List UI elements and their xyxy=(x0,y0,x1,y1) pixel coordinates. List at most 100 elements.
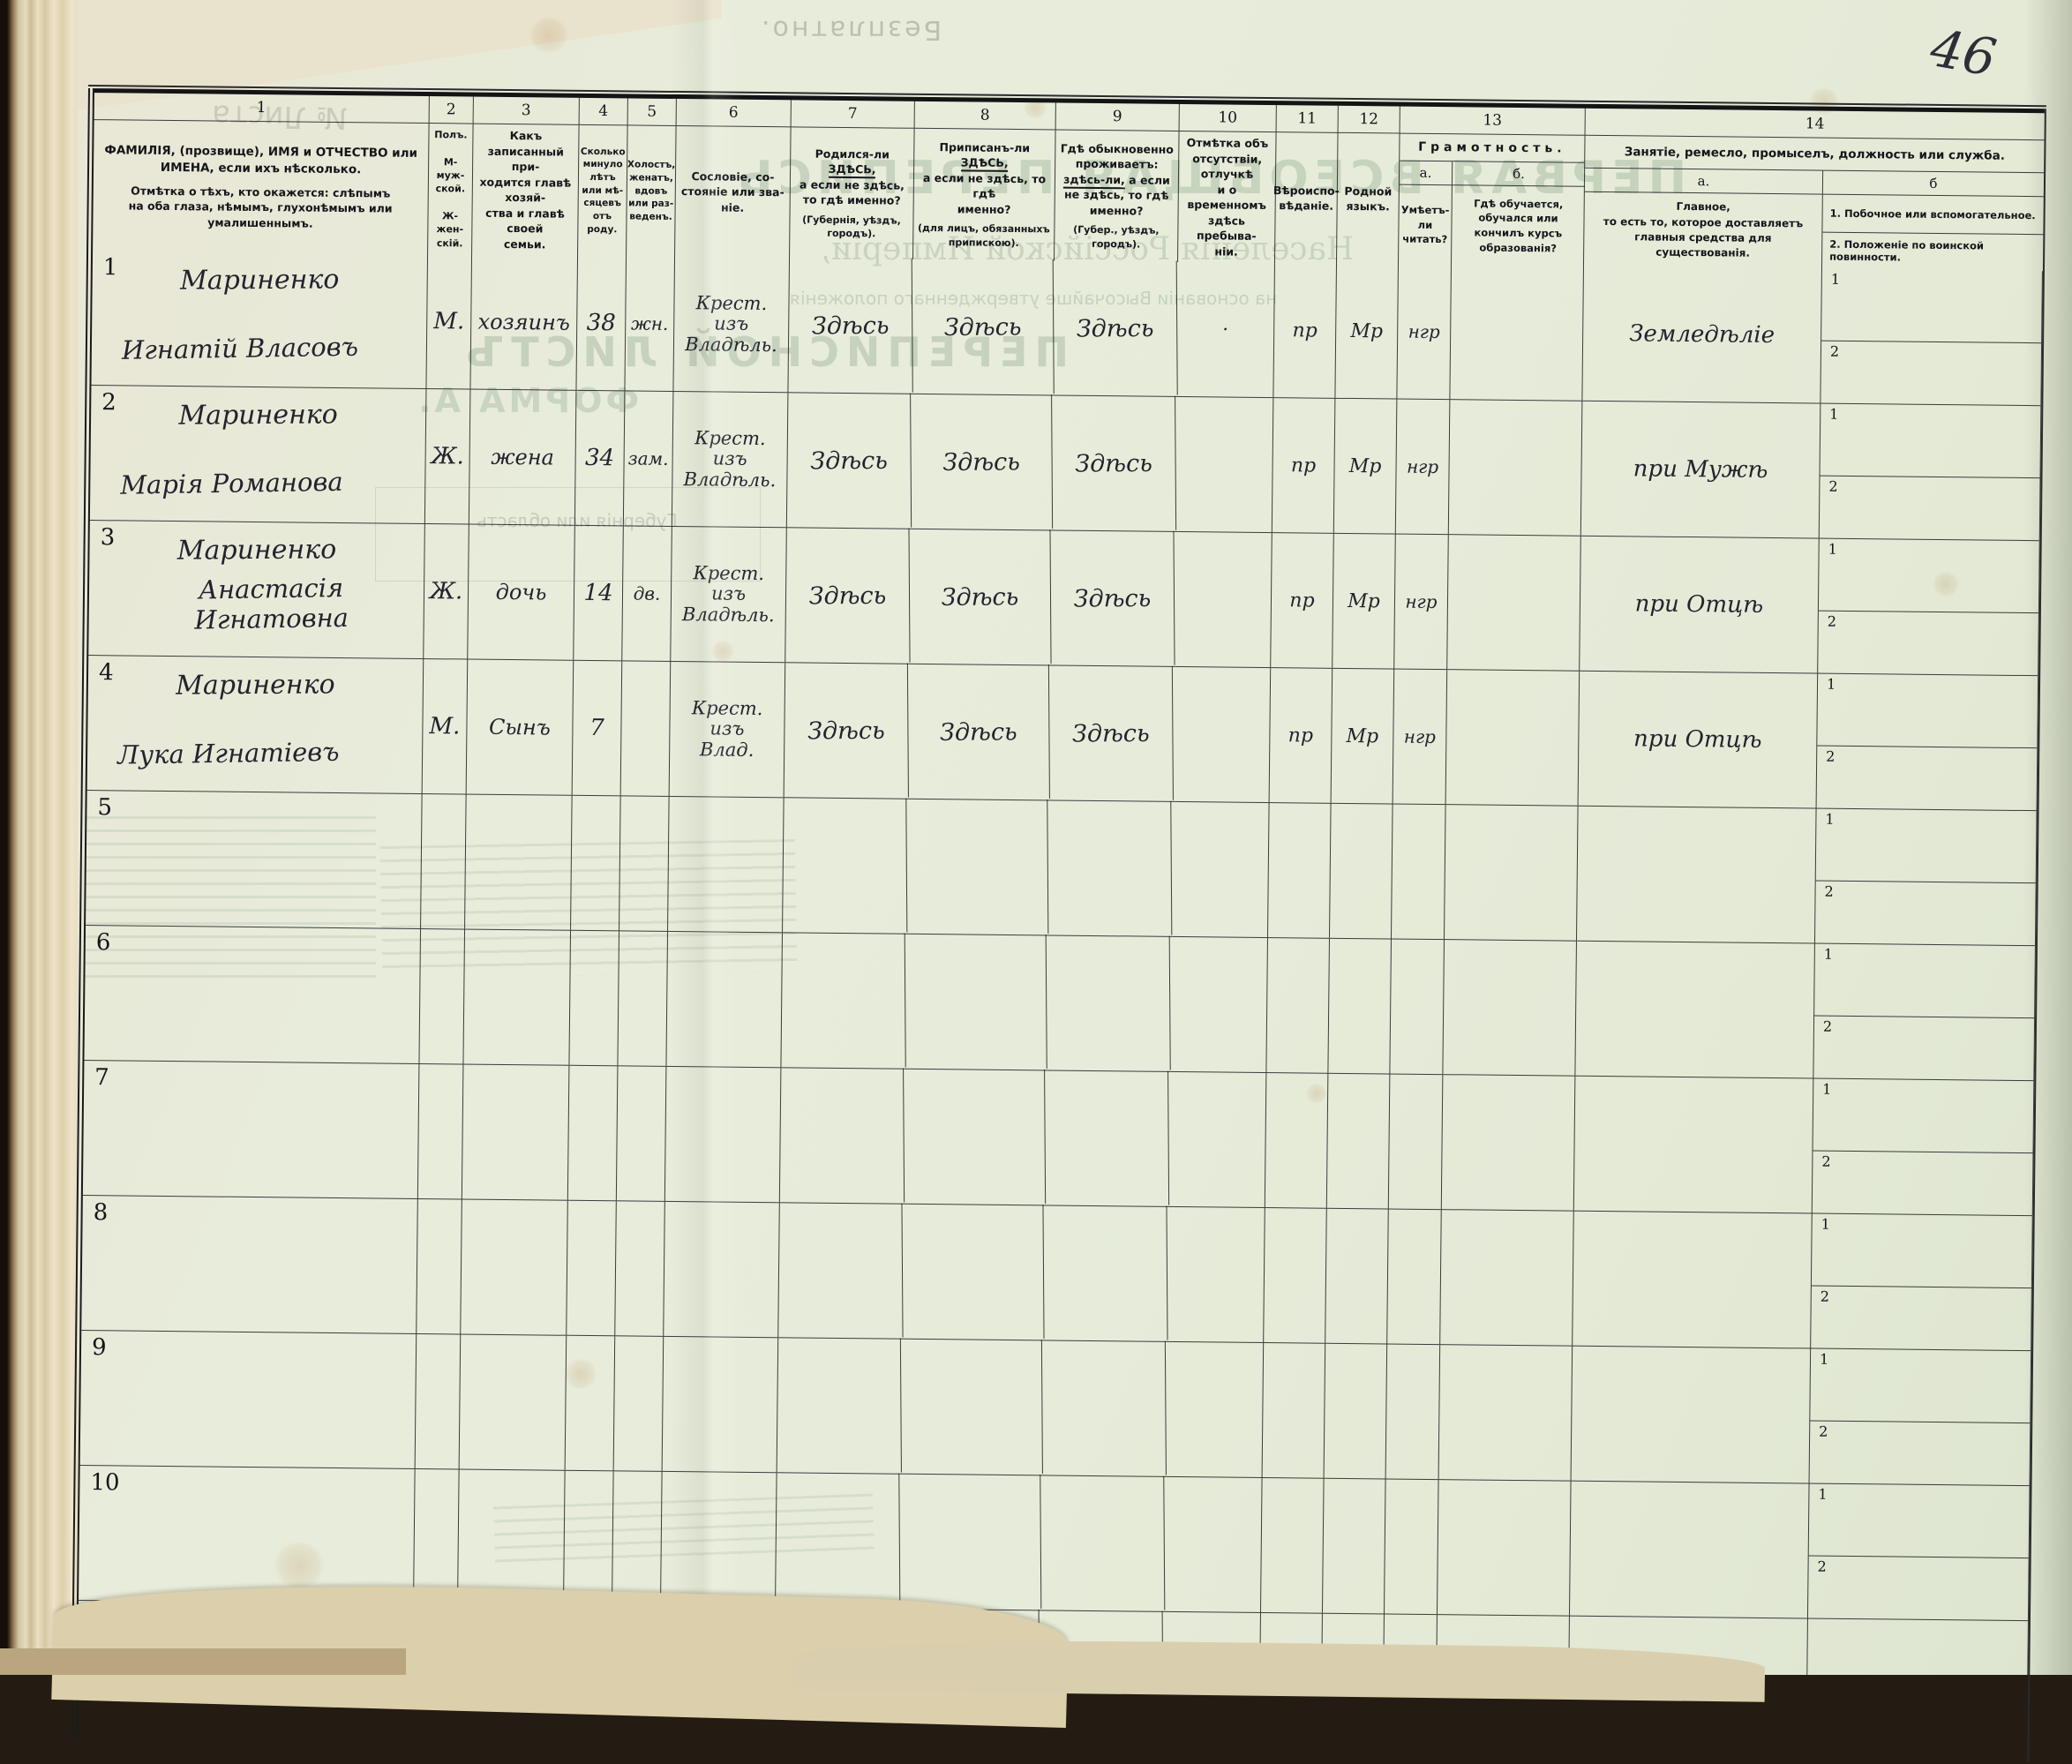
education-entry xyxy=(1445,670,1580,806)
registration-entry: Здѣсь xyxy=(909,529,1052,665)
ch-residence: 9 Гдѣ обыкновенно проживаетъ: здѣсь-ли, … xyxy=(1055,102,1180,262)
sex-entry xyxy=(417,1063,464,1199)
sub-row-1-number: 1 xyxy=(1821,268,2042,343)
surname: Мариненко xyxy=(176,534,337,567)
sex-entry xyxy=(421,794,467,929)
registration-entry: Здѣсь xyxy=(907,664,1050,800)
surname xyxy=(80,1479,415,1482)
literacy-entry xyxy=(1384,1479,1439,1615)
ch-literacy-title: Грамотность. xyxy=(1400,133,1585,163)
row-number: 5 xyxy=(97,794,113,822)
occupation-entry: при Отцѣ xyxy=(1580,536,1820,673)
age-entry xyxy=(567,1200,617,1336)
marital-entry xyxy=(613,1336,664,1471)
relation-entry: дочь xyxy=(468,524,575,660)
language-entry: Мр xyxy=(1333,533,1396,669)
table-header: 1 ФАМИЛІЯ, (прозвище), ИМЯ и ОТЧЕСТВО ил… xyxy=(93,88,2045,272)
column-number: 12 xyxy=(1338,105,1400,134)
birthplace-entry: Здѣсь xyxy=(787,393,912,529)
literacy-entry xyxy=(1388,1074,1444,1210)
sub-row-1-number xyxy=(1807,1618,2028,1698)
ch-name: 1 ФАМИЛІЯ, (прозвище), ИМЯ и ОТЧЕСТВО ил… xyxy=(93,93,430,255)
ch-marital-text: Холостъ, женатъ, вдовъ или раз- веденъ. xyxy=(627,159,676,222)
literacy-entry xyxy=(1385,1344,1441,1480)
birthplace-entry xyxy=(783,798,908,934)
education-entry xyxy=(1448,400,1583,536)
sub-row-2-number: 2 xyxy=(1817,1558,1827,1575)
column-number: 2 xyxy=(429,96,473,124)
page-fold-crease xyxy=(671,0,741,1675)
sub-row-1-number: 1 xyxy=(1817,673,2038,748)
row-number: 6 xyxy=(95,929,111,957)
sub-row-1-number: 1 xyxy=(1815,808,2037,883)
sub-row-2-number: 2 xyxy=(1829,342,1840,360)
column-number: 13 xyxy=(1400,106,1585,136)
relation-entry: жена xyxy=(469,389,577,525)
literacy-entry xyxy=(1390,939,1445,1075)
sub-row-2-number: 2 xyxy=(1828,477,1838,495)
side-occupation-cell xyxy=(1806,1618,2029,1763)
sub-row-1-number: 1 xyxy=(1808,1483,2030,1558)
residence-entry: Здѣсь xyxy=(1052,395,1177,531)
religion-entry xyxy=(1264,1208,1327,1343)
ch-residence-lead: Гдѣ обыкновенно проживаетъ: xyxy=(1060,141,1175,172)
education-entry xyxy=(1438,1345,1573,1481)
residence-entry xyxy=(1040,1475,1166,1611)
residence-entry xyxy=(1045,1070,1170,1206)
registration-entry xyxy=(904,1070,1047,1205)
relation-entry xyxy=(461,1199,568,1335)
birthplace-entry xyxy=(778,1203,904,1339)
birthplace-entry: Здѣсь xyxy=(785,528,911,664)
education-entry xyxy=(1447,535,1581,671)
education-entry xyxy=(1441,1075,1576,1211)
absence-entry xyxy=(1169,936,1268,1073)
sex-entry xyxy=(417,1198,462,1334)
relation-entry xyxy=(462,1064,570,1200)
person-cell: 3 Мариненко Анастасія Игнатовна xyxy=(88,521,425,659)
language-entry xyxy=(1322,1478,1386,1614)
ch-literacy-b-label: б. xyxy=(1452,161,1586,187)
given-name: Марія Романова xyxy=(120,466,343,500)
sub-row-2-number: 2 xyxy=(1821,1152,1831,1170)
occupation-entry xyxy=(1575,941,1815,1078)
given-name: Анастасія Игнатовна xyxy=(194,572,349,635)
ch-occupation-b1-text: 1. Побочное или вспомогательное. xyxy=(1822,194,2044,235)
occupation-entry xyxy=(1571,1346,1812,1483)
age-entry xyxy=(571,795,621,931)
religion-entry: пр xyxy=(1272,398,1336,533)
ch-registration-lead: Приписанъ-ли xyxy=(939,139,1031,155)
ch-occupation-a-label: а. xyxy=(1584,168,1824,195)
absence-entry xyxy=(1171,801,1270,938)
residence-entry xyxy=(1043,1205,1168,1341)
person-cell: 9 xyxy=(79,1330,417,1468)
education-entry xyxy=(1440,1210,1574,1346)
literacy-entry: нгр xyxy=(1395,399,1451,535)
language-entry xyxy=(1325,1208,1389,1344)
ch-language: 12 Родной языкъ. xyxy=(1336,105,1400,265)
residence-entry: Здѣсь xyxy=(1050,530,1175,666)
religion-entry: пр xyxy=(1269,668,1333,803)
column-number: 1 xyxy=(94,93,429,124)
ch-residence-note: (Губер., уѣздъ, городъ). xyxy=(1073,224,1160,251)
marital-entry xyxy=(612,1471,663,1606)
language-entry xyxy=(1328,938,1392,1074)
age-entry: 34 xyxy=(574,390,626,526)
person-cell: 4 Мариненко Лука Игнатіевъ xyxy=(86,656,424,794)
absence-entry xyxy=(1167,1206,1265,1343)
education-entry xyxy=(1450,265,1584,401)
absence-entry: · xyxy=(1176,261,1275,398)
occupation-entry: Земледѣліе xyxy=(1582,266,1822,403)
birthplace-entry xyxy=(776,1473,901,1609)
ch-marital: 5 Холостъ, женатъ, вдовъ или раз- веденъ… xyxy=(627,98,677,257)
literacy-entry xyxy=(1387,1209,1442,1345)
surname: Мариненко xyxy=(176,669,335,702)
sub-row-2-number: 2 xyxy=(1822,1017,1833,1035)
ch-name-line1: ФАМИЛІЯ, (прозвище), ИМЯ и ОТЧЕСТВО или … xyxy=(104,143,418,176)
ch-relation-text: Какъ записанный при- ходится главѣ хозяй… xyxy=(479,129,572,251)
column-number: 5 xyxy=(627,98,676,126)
